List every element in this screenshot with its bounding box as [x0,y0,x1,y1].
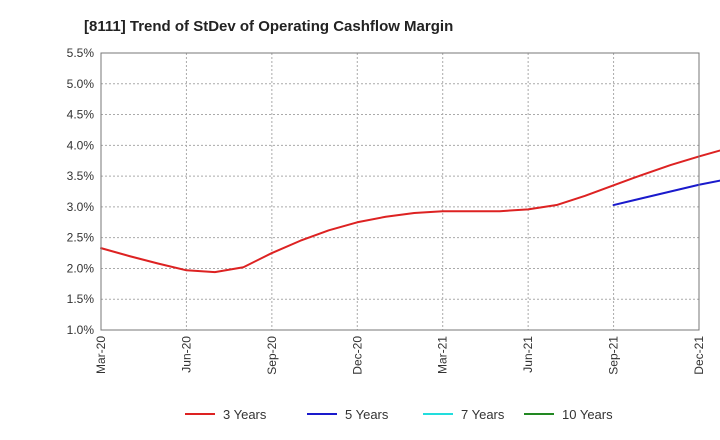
y-tick-label: 3.5% [67,169,95,183]
legend-label: 7 Years [461,407,505,422]
y-tick-label: 1.5% [67,292,95,306]
legend-label: 3 Years [223,407,267,422]
series-line-3-years [100,149,720,274]
y-tick-label: 2.5% [67,231,95,245]
series-lines [100,149,720,274]
y-tick-label: 4.0% [67,138,95,152]
x-tick-label: Dec-20 [350,336,364,375]
plot-frame [100,52,700,331]
legend-label: 5 Years [345,407,389,422]
y-tick-label: 3.0% [67,200,95,214]
x-tick-label: Sep-20 [265,336,279,375]
x-tick-label: Sep-21 [607,336,621,375]
grid [100,52,700,331]
x-tick-label: Dec-21 [692,336,706,375]
y-tick-label: 2.0% [67,261,95,275]
x-tick-label: Jun-20 [179,336,193,373]
y-tick-label: 5.0% [67,77,95,91]
x-tick-label: Mar-20 [94,336,108,374]
x-tick-label: Jun-21 [521,336,535,373]
legend: 3 Years 5 Years 7 Years 10 Years [185,407,613,422]
legend-label: 10 Years [562,407,613,422]
series-line-5-years [612,179,720,207]
chart-title: [8111] Trend of StDev of Operating Cashf… [84,18,453,35]
y-tick-label: 1.0% [67,323,95,337]
y-tick-label: 4.5% [67,108,95,122]
y-axis-ticks: 5.5% 5.0% 4.5% 4.0% 3.5% 3.0% 2.5% 2.0% 1.5% 1.0% [67,46,95,337]
x-tick-label: Mar-21 [436,336,450,374]
x-axis-ticks: Mar-20 Jun-20 Sep-20 Dec-20 Mar-21 Jun-21 Sep-… [94,336,706,375]
y-tick-label: 5.5% [67,46,95,60]
